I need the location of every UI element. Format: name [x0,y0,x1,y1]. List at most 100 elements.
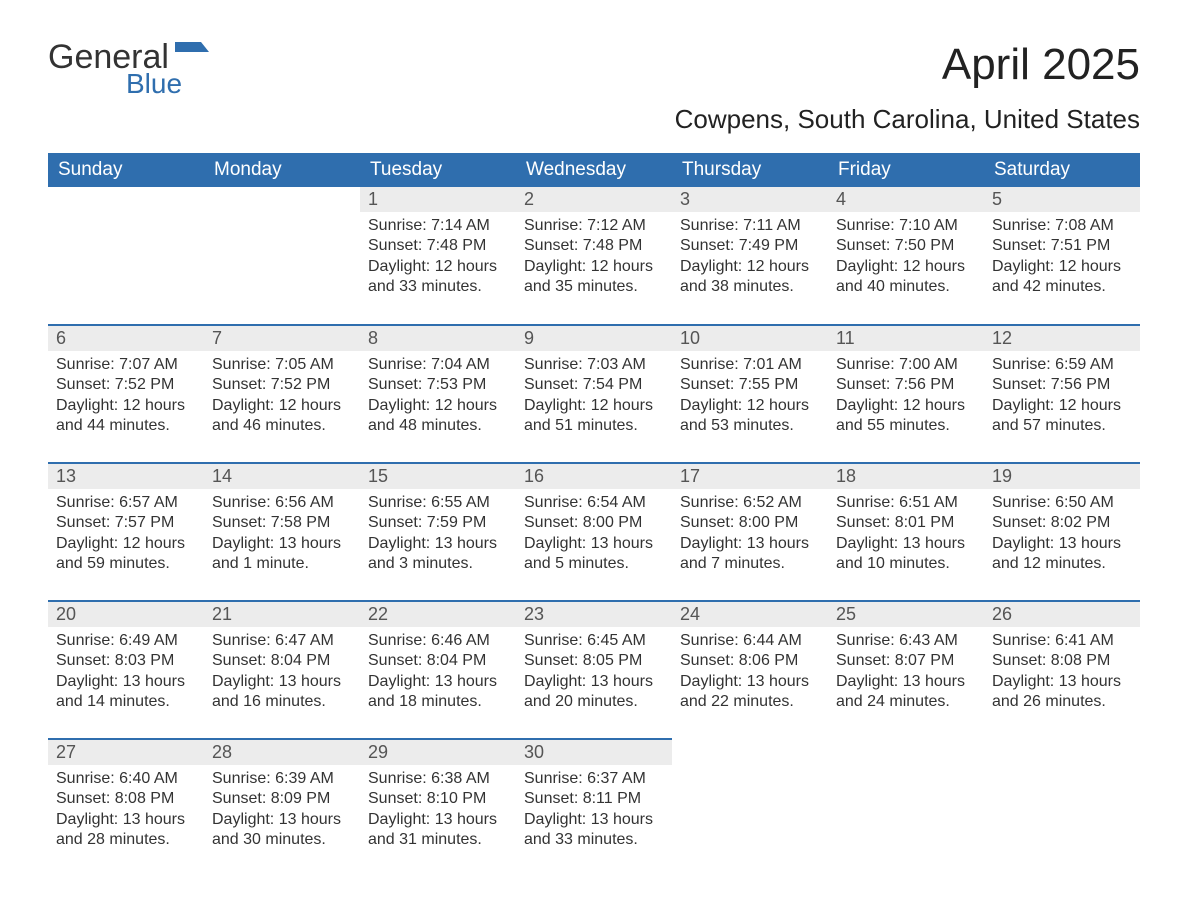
day-number: 1 [360,187,516,212]
sunrise-value: 7:04 AM [431,356,490,373]
sunset-value: 8:04 PM [271,652,331,669]
sunset: Sunset: 7:48 PM [368,236,508,256]
sunrise: Sunrise: 6:52 AM [680,493,820,513]
day-number: 8 [360,326,516,351]
sunset: Sunset: 7:51 PM [992,236,1132,256]
sunset: Sunset: 8:03 PM [56,651,196,671]
day-number: 6 [48,326,204,351]
sunrise-label: Sunrise: [524,494,587,511]
daylight-label: Daylight: [992,535,1059,552]
day-number: 27 [48,740,204,765]
sunset-label: Sunset: [992,237,1051,254]
sunrise: Sunrise: 7:00 AM [836,355,976,375]
calendar-cell: 4Sunrise: 7:10 AMSunset: 7:50 PMDaylight… [828,187,984,325]
daylight-label: Daylight: [836,673,903,690]
daylight: Daylight: 13 hours and 22 minutes. [680,672,820,713]
day-number: 25 [828,602,984,627]
sunrise-value: 6:39 AM [275,770,334,787]
sunset: Sunset: 8:00 PM [680,513,820,533]
calendar-cell: 29Sunrise: 6:38 AMSunset: 8:10 PMDayligh… [360,739,516,877]
daylight: Daylight: 13 hours and 16 minutes. [212,672,352,713]
daylight: Daylight: 13 hours and 1 minute. [212,534,352,575]
daylight: Daylight: 13 hours and 28 minutes. [56,810,196,851]
sunrise-label: Sunrise: [524,632,587,649]
sunrise-value: 6:49 AM [119,632,178,649]
sunset: Sunset: 7:54 PM [524,375,664,395]
sunrise: Sunrise: 6:56 AM [212,493,352,513]
day-number: 19 [984,464,1140,489]
daylight-label: Daylight: [680,673,747,690]
day-header: Wednesday [516,153,672,187]
day-number: 4 [828,187,984,212]
sunset-label: Sunset: [368,514,427,531]
sunset-value: 7:48 PM [583,237,643,254]
sunset-label: Sunset: [524,652,583,669]
daylight-label: Daylight: [836,258,903,275]
daylight: Daylight: 12 hours and 38 minutes. [680,257,820,298]
sunset-value: 7:52 PM [115,376,175,393]
day-number: 5 [984,187,1140,212]
daylight: Daylight: 12 hours and 44 minutes. [56,396,196,437]
sunrise-value: 7:07 AM [119,356,178,373]
sunset-value: 7:56 PM [895,376,955,393]
sunrise-label: Sunrise: [836,217,899,234]
sunrise: Sunrise: 6:57 AM [56,493,196,513]
sunrise: Sunrise: 6:39 AM [212,769,352,789]
sunset: Sunset: 8:00 PM [524,513,664,533]
calendar-cell: 8Sunrise: 7:04 AMSunset: 7:53 PMDaylight… [360,325,516,463]
flag-icon [175,40,209,69]
sunset: Sunset: 7:52 PM [212,375,352,395]
daylight-label: Daylight: [212,535,279,552]
sunrise-value: 6:46 AM [431,632,490,649]
sunrise-label: Sunrise: [212,632,275,649]
sunrise-label: Sunrise: [680,356,743,373]
calendar-week: 13Sunrise: 6:57 AMSunset: 7:57 PMDayligh… [48,463,1140,601]
sunset: Sunset: 8:01 PM [836,513,976,533]
sunrise-label: Sunrise: [836,356,899,373]
sunrise: Sunrise: 6:45 AM [524,631,664,651]
calendar-cell: 1Sunrise: 7:14 AMSunset: 7:48 PMDaylight… [360,187,516,325]
sunrise-value: 6:44 AM [743,632,802,649]
day-body: Sunrise: 6:55 AMSunset: 7:59 PMDaylight:… [360,489,516,583]
sunrise-label: Sunrise: [992,494,1055,511]
sunrise-label: Sunrise: [212,494,275,511]
calendar-cell: 28Sunrise: 6:39 AMSunset: 8:09 PMDayligh… [204,739,360,877]
daylight-label: Daylight: [56,811,123,828]
sunrise-label: Sunrise: [524,770,587,787]
day-body: Sunrise: 6:57 AMSunset: 7:57 PMDaylight:… [48,489,204,583]
sunset: Sunset: 8:09 PM [212,789,352,809]
sunset-label: Sunset: [836,514,895,531]
day-number: 9 [516,326,672,351]
sunrise: Sunrise: 6:59 AM [992,355,1132,375]
daylight: Daylight: 13 hours and 5 minutes. [524,534,664,575]
sunset-label: Sunset: [56,652,115,669]
day-body: Sunrise: 6:51 AMSunset: 8:01 PMDaylight:… [828,489,984,583]
sunset-value: 7:56 PM [1051,376,1111,393]
day-number: 10 [672,326,828,351]
day-body: Sunrise: 7:04 AMSunset: 7:53 PMDaylight:… [360,351,516,445]
sunrise: Sunrise: 6:55 AM [368,493,508,513]
sunset: Sunset: 8:04 PM [212,651,352,671]
sunset: Sunset: 7:57 PM [56,513,196,533]
daylight-label: Daylight: [56,673,123,690]
day-number: 17 [672,464,828,489]
day-body: Sunrise: 6:50 AMSunset: 8:02 PMDaylight:… [984,489,1140,583]
daylight: Daylight: 12 hours and 55 minutes. [836,396,976,437]
day-number: 14 [204,464,360,489]
day-header-row: SundayMondayTuesdayWednesdayThursdayFrid… [48,153,1140,187]
daylight-label: Daylight: [212,673,279,690]
sunset-value: 8:10 PM [427,790,487,807]
sunrise: Sunrise: 6:49 AM [56,631,196,651]
day-body: Sunrise: 7:10 AMSunset: 7:50 PMDaylight:… [828,212,984,306]
day-body: Sunrise: 6:43 AMSunset: 8:07 PMDaylight:… [828,627,984,721]
sunset: Sunset: 7:55 PM [680,375,820,395]
day-body: Sunrise: 6:44 AMSunset: 8:06 PMDaylight:… [672,627,828,721]
daylight-label: Daylight: [680,397,747,414]
sunrise-label: Sunrise: [836,632,899,649]
daylight-label: Daylight: [368,535,435,552]
sunset-value: 7:53 PM [427,376,487,393]
daylight-label: Daylight: [368,811,435,828]
calendar-cell: 9Sunrise: 7:03 AMSunset: 7:54 PMDaylight… [516,325,672,463]
sunrise-value: 7:00 AM [899,356,958,373]
sunrise: Sunrise: 6:47 AM [212,631,352,651]
